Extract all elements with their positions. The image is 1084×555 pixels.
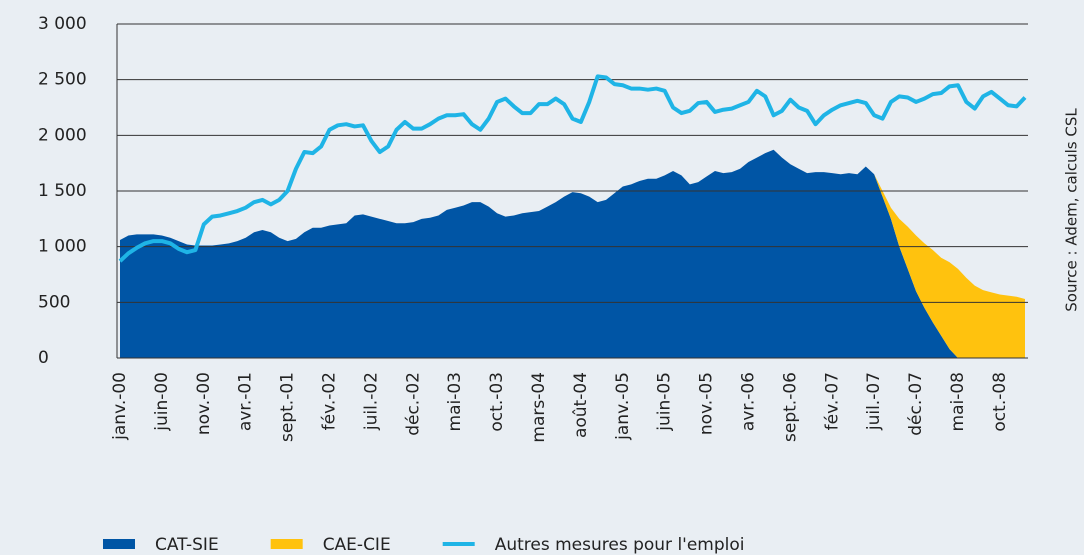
x-tick-label: mai-08: [948, 372, 968, 431]
x-tick-label: oct.-08: [990, 372, 1010, 432]
line: [118, 74, 1027, 263]
x-tick-label: déc.-07: [906, 372, 926, 436]
y-tick-label: 500: [38, 292, 70, 312]
legend-swatch: [103, 539, 135, 549]
x-tick-label: juil.-07: [864, 372, 884, 431]
y-tick-label: 3 000: [38, 14, 87, 34]
x-tick-label: juil.-02: [361, 372, 381, 431]
y-tick-label: 0: [38, 348, 49, 368]
legend-label: Autres mesures pour l'emploi: [495, 535, 745, 555]
x-tick-label: fév.-02: [319, 372, 339, 430]
y-tick-label: 2 500: [38, 70, 87, 90]
area: [874, 174, 1025, 358]
x-tick-label: oct.-03: [487, 372, 507, 432]
x-tick-label: août-04: [571, 372, 591, 438]
y-tick-label: 2 000: [38, 125, 87, 145]
legend-label: CAT-SIE: [155, 535, 219, 555]
source-note: Source : Adem, calculs CSL: [1063, 108, 1081, 312]
x-tick-label: mai-03: [445, 372, 465, 431]
area: [120, 149, 1025, 358]
x-tick-label: déc.-02: [403, 372, 423, 436]
x-tick-label: nov.-00: [194, 372, 214, 435]
y-tick-label: 1 000: [38, 237, 87, 257]
x-tick-label: avr.-01: [236, 372, 256, 431]
x-tick-label: sept.-06: [780, 372, 800, 442]
legend-swatch: [270, 539, 303, 549]
x-tick-label: juin-00: [152, 372, 172, 432]
x-tick-label: sept.-01: [278, 372, 298, 442]
y-tick-label: 1 500: [38, 181, 87, 201]
x-tick-label: nov.-05: [697, 372, 717, 435]
x-tick-label: fév.-07: [822, 372, 842, 430]
x-tick-label: avr.-06: [738, 372, 758, 431]
x-tick-label: janv.-05: [613, 372, 633, 441]
x-tick-label: janv.-00: [110, 372, 130, 441]
legend-label: CAE-CIE: [323, 535, 391, 555]
x-tick-label: mars-04: [529, 372, 549, 443]
legend-swatch: [442, 542, 475, 546]
x-tick-label: juin-05: [655, 372, 675, 432]
